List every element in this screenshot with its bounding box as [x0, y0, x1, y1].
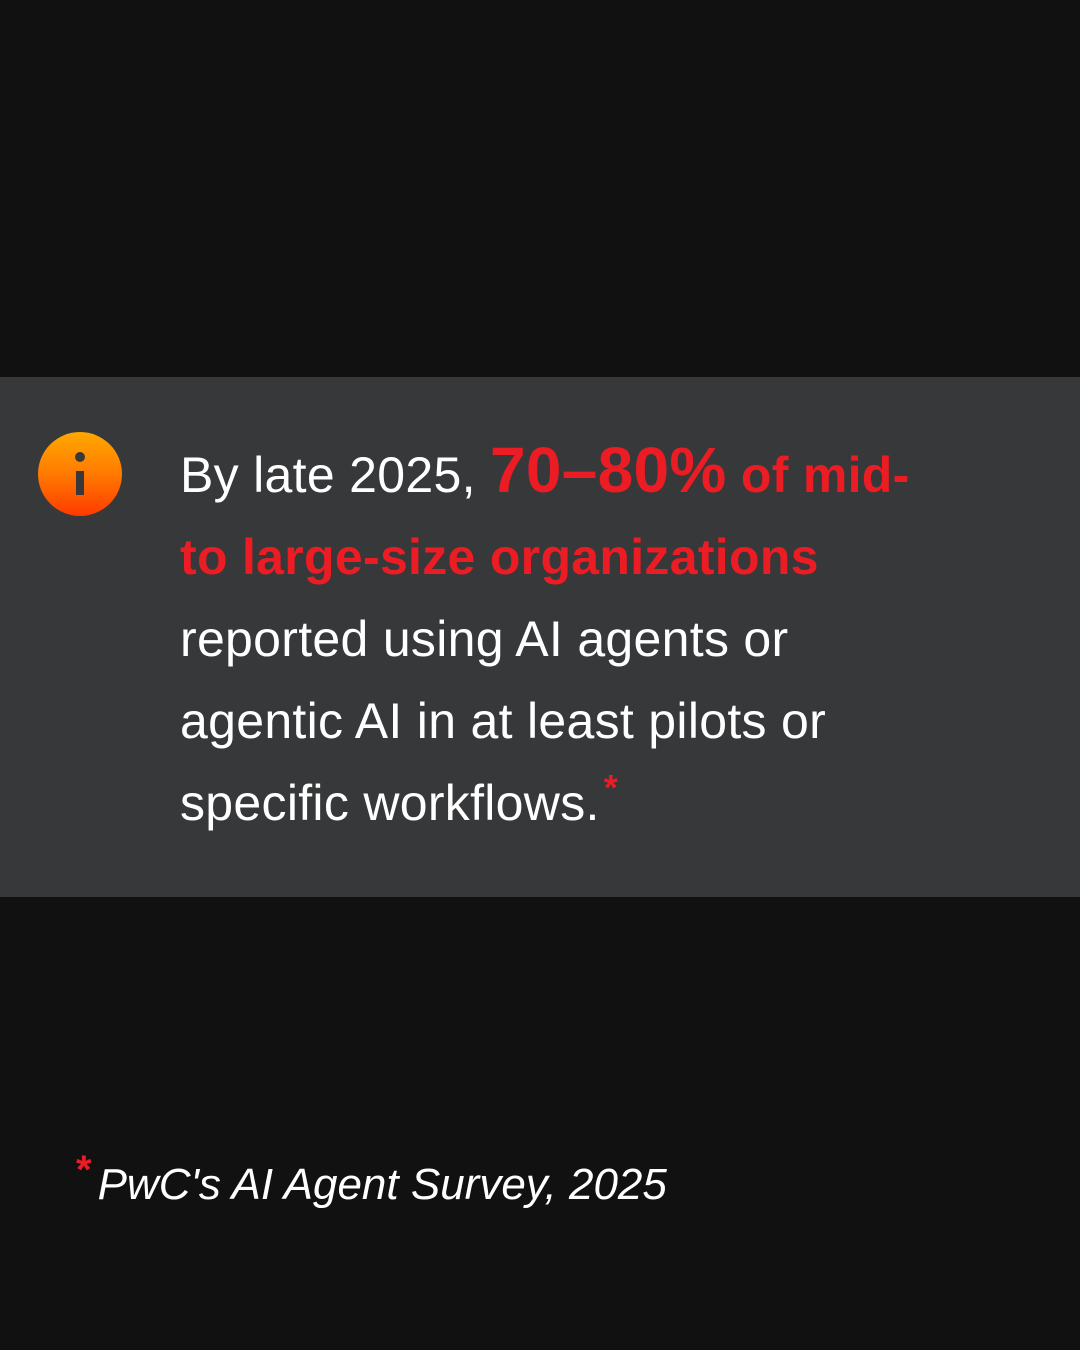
footnote-asterisk: *	[76, 1148, 92, 1192]
highlight-text-2: to large-size organizations	[180, 529, 819, 585]
callout-band	[0, 377, 1080, 897]
highlight-text-1: of mid-	[726, 447, 910, 503]
highlight-percentage: 70–80%	[489, 434, 727, 506]
statement-line-2: to large-size organizations	[180, 516, 1060, 598]
statement-line-4-row: agentic AI in at least pilots or	[180, 680, 1060, 762]
footnote-marker: *	[603, 767, 619, 808]
statement-text: By late 2025, 70–80% of mid- to large-si…	[180, 434, 1060, 844]
statement-line-5-row: specific workflows. *	[180, 762, 1060, 844]
statement-line-3: reported using AI agents or	[180, 611, 789, 667]
info-icon-stem	[76, 471, 84, 495]
statement-line-1: By late 2025, 70–80% of mid-	[180, 434, 1060, 516]
footnote: * PwC's AI Agent Survey, 2025	[76, 1150, 667, 1220]
info-icon-dot	[75, 452, 85, 462]
statement-line-3-row: reported using AI agents or	[180, 598, 1060, 680]
info-icon	[38, 432, 122, 516]
footnote-source: PwC's AI Agent Survey, 2025	[97, 1160, 667, 1209]
statement-line-5: specific workflows.	[180, 775, 600, 831]
statement-intro: By late 2025,	[180, 447, 490, 503]
statement-line-4: agentic AI in at least pilots or	[180, 693, 827, 749]
